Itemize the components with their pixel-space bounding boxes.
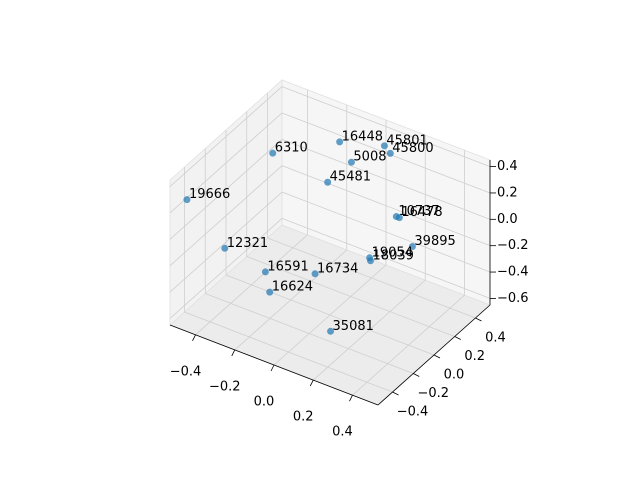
y-tick-label: −0.2 xyxy=(417,386,449,401)
tick-mark xyxy=(349,395,353,402)
point xyxy=(266,288,274,296)
point xyxy=(311,270,319,278)
x-tick-label: 0.4 xyxy=(332,425,353,440)
y-tick-label: 0.4 xyxy=(485,330,506,345)
tick-mark xyxy=(392,391,399,396)
point-label: 35081 xyxy=(333,319,374,334)
grid-line xyxy=(205,293,414,374)
y-axis-line xyxy=(377,304,491,406)
tick-mark xyxy=(475,317,482,322)
point-label: 45801 xyxy=(386,133,427,148)
point-label: 19666 xyxy=(189,187,230,202)
point-label: 16624 xyxy=(272,280,313,295)
x-tick-label: −0.2 xyxy=(209,379,241,394)
point xyxy=(380,142,388,150)
tick-mark xyxy=(192,334,196,341)
x-tick-label: 0.2 xyxy=(293,410,314,425)
tick-mark xyxy=(270,364,275,372)
point-label: 39895 xyxy=(414,234,455,249)
point-label: 19054 xyxy=(372,245,413,260)
point-label: 12321 xyxy=(227,236,268,251)
point xyxy=(261,268,269,276)
x-tick-label: 0.0 xyxy=(254,395,275,410)
point xyxy=(221,244,229,252)
z-tick-label: 0.0 xyxy=(497,212,518,227)
y-tick-label: 0.0 xyxy=(444,368,465,383)
point xyxy=(183,196,191,204)
x-tick-label: −0.4 xyxy=(170,364,202,379)
tick-mark xyxy=(309,379,314,387)
grid-line xyxy=(169,86,283,187)
z-tick-label: 0.2 xyxy=(497,185,518,200)
point xyxy=(347,158,355,166)
grid-line xyxy=(281,191,491,273)
point-label: 45800 xyxy=(392,141,433,156)
grid-line xyxy=(169,165,283,266)
point xyxy=(327,327,335,335)
point-label: 16591 xyxy=(267,259,308,274)
z-tick-label: −0.6 xyxy=(497,291,529,306)
x-axis-line xyxy=(169,324,379,406)
point xyxy=(324,178,332,186)
tick-mark xyxy=(454,336,461,340)
point-label: 5008 xyxy=(353,150,386,165)
point xyxy=(395,214,403,222)
point-label: 16478 xyxy=(401,205,442,220)
grid-line xyxy=(169,112,283,214)
y-tick-label: −0.4 xyxy=(397,405,429,420)
grid-line xyxy=(281,165,491,247)
grid-line xyxy=(225,274,435,356)
z-tick-label: −0.4 xyxy=(497,265,529,280)
grid-line xyxy=(281,218,491,299)
grid-line xyxy=(169,139,283,240)
point-label: 18039 xyxy=(373,248,414,263)
y-tick-label: 0.2 xyxy=(464,349,485,364)
point-label: 6310 xyxy=(275,141,308,156)
grid-line xyxy=(281,112,491,194)
point xyxy=(367,257,375,265)
point-label: 45481 xyxy=(330,170,371,185)
z-tick-label: −0.2 xyxy=(497,238,529,253)
point-label: 10737 xyxy=(398,204,439,219)
tick-mark xyxy=(433,354,441,359)
grid-line xyxy=(169,191,283,293)
grid-line xyxy=(184,311,393,393)
point xyxy=(336,138,344,146)
point xyxy=(408,243,416,251)
grid-line xyxy=(281,138,491,220)
grid-line xyxy=(246,256,455,337)
tick-mark xyxy=(231,349,236,357)
point-label: 16448 xyxy=(342,129,383,144)
point-label: 16734 xyxy=(317,261,358,276)
tick-mark xyxy=(413,373,420,377)
grid-line xyxy=(267,237,476,319)
grid-line xyxy=(169,218,283,319)
z-tick-label: 0.4 xyxy=(497,159,518,174)
point xyxy=(269,149,277,157)
point xyxy=(386,149,394,157)
grid-line xyxy=(281,86,491,167)
